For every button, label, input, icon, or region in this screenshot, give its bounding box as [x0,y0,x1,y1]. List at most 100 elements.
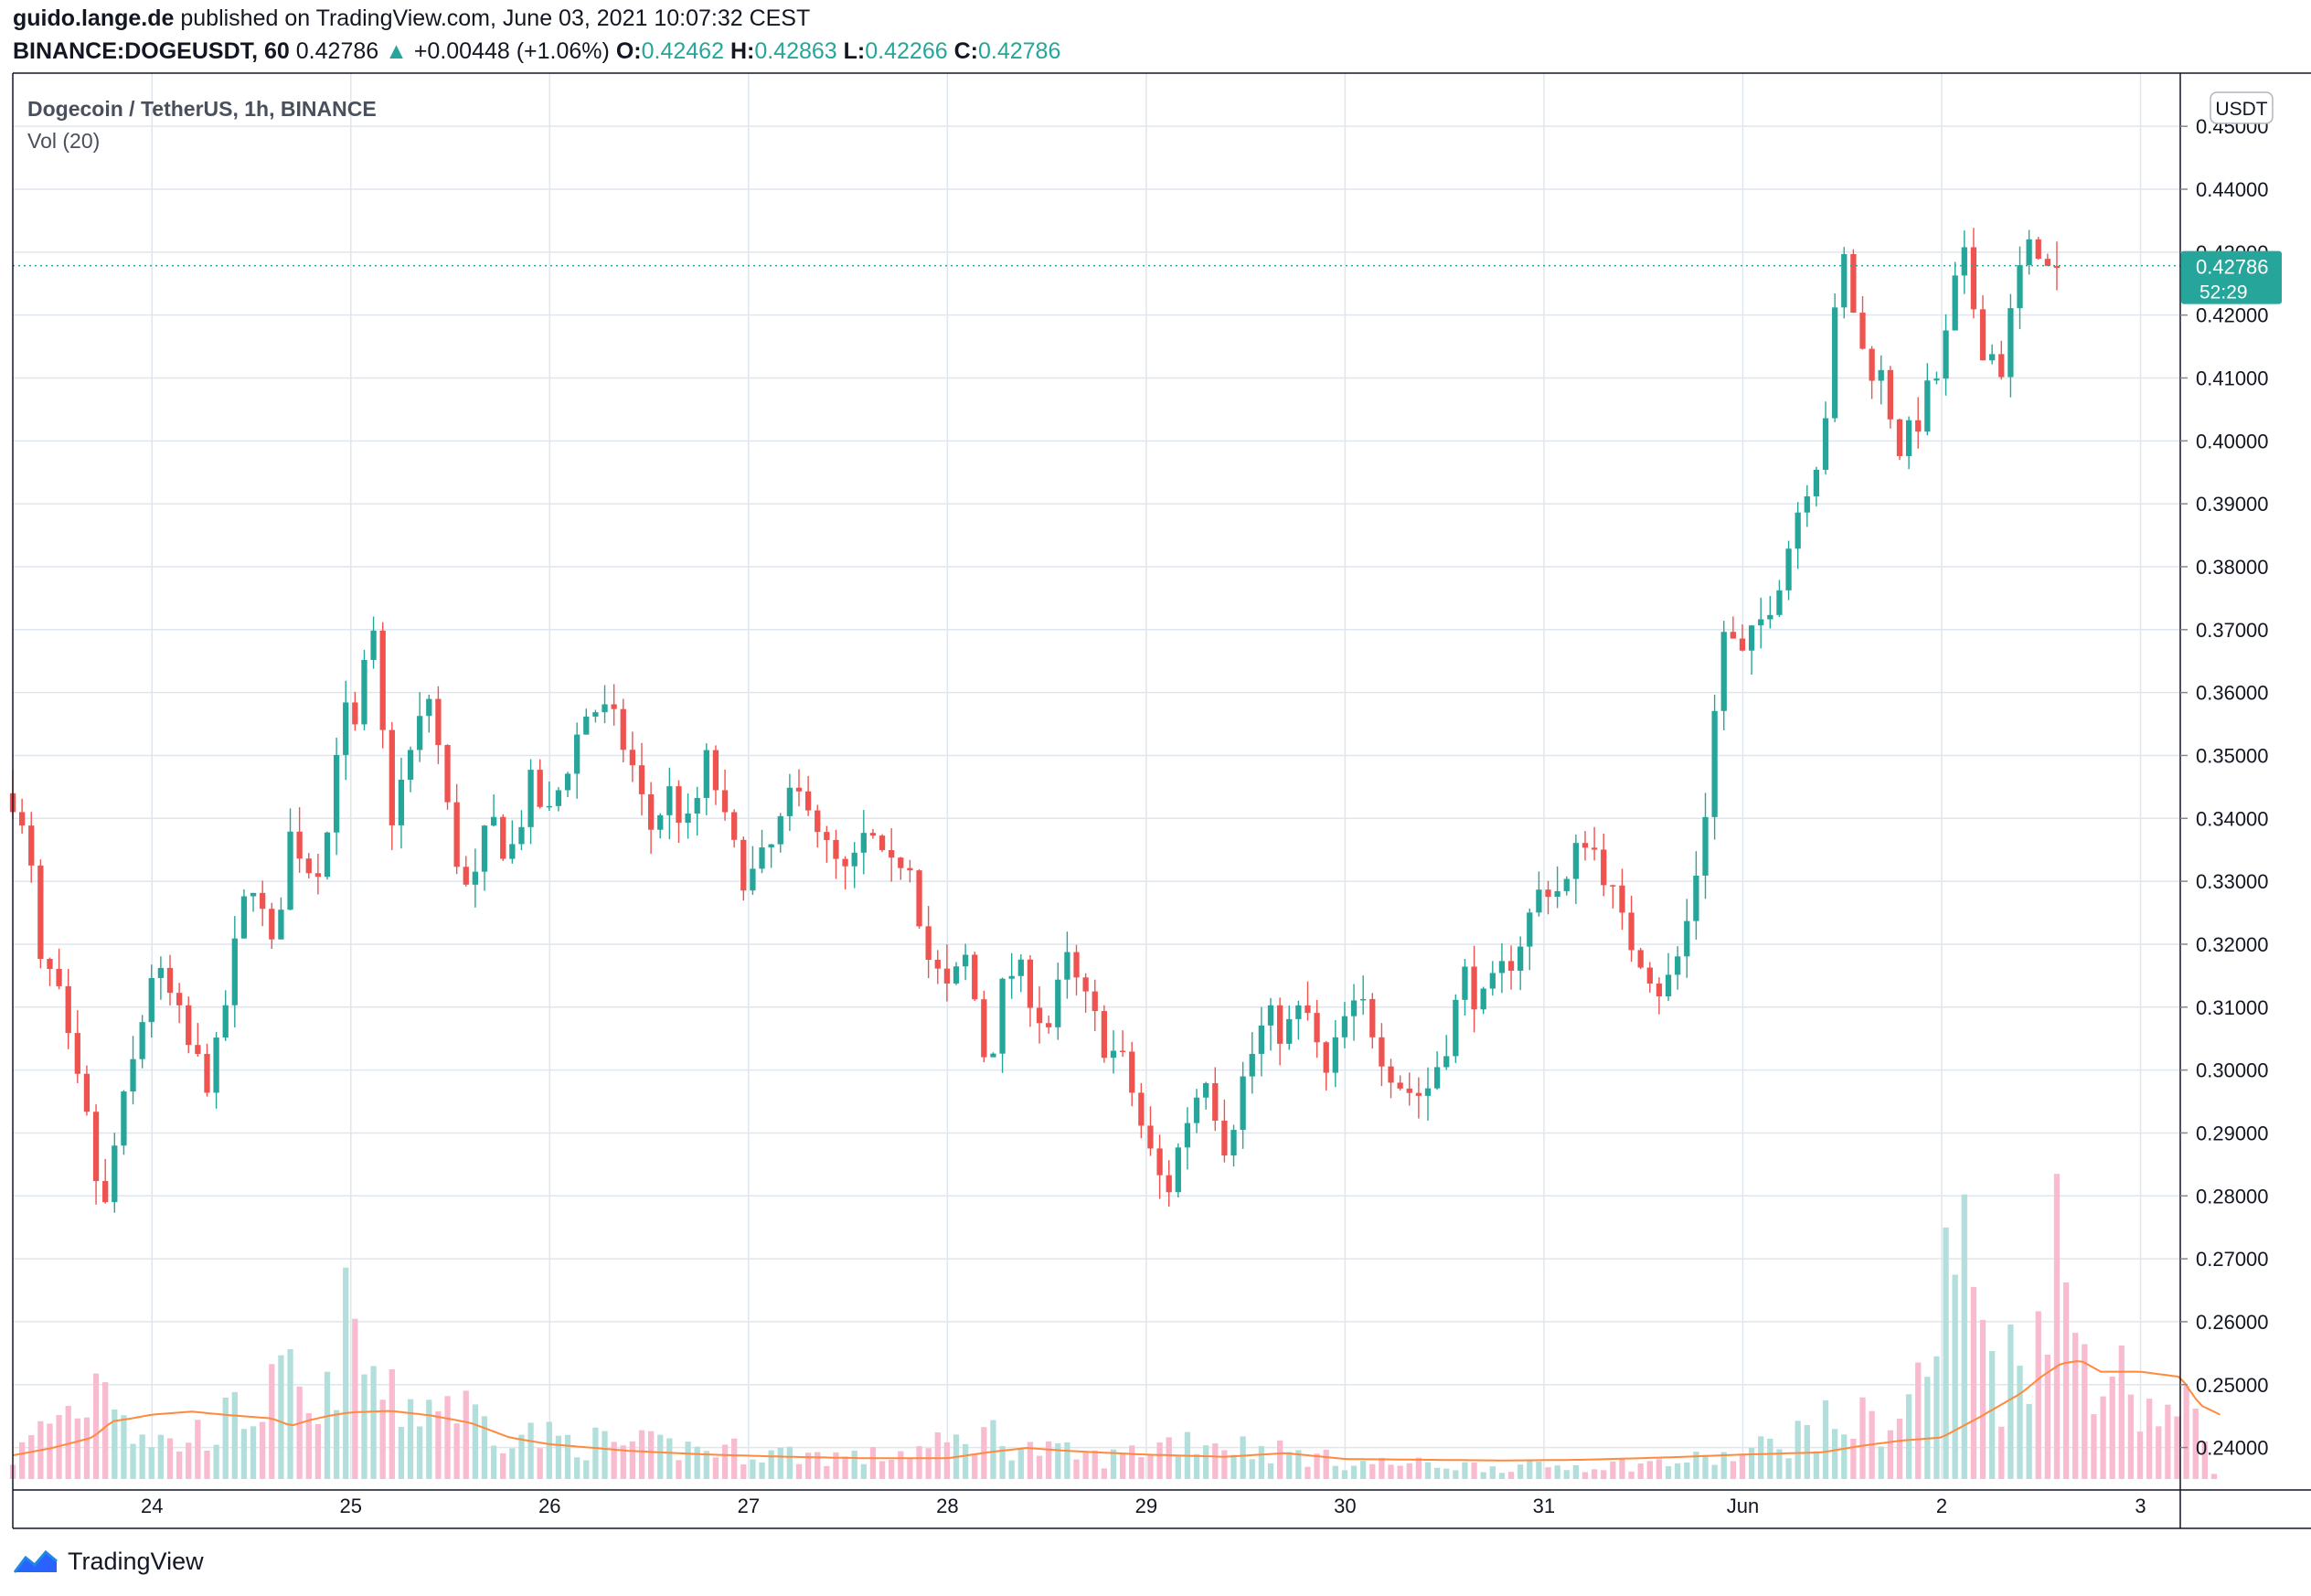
volume-bar [102,1382,109,1479]
volume-bar [1258,1445,1265,1479]
volume-bar [1193,1453,1200,1479]
volume-bar [112,1409,118,1479]
volume-bar [851,1450,857,1479]
candle-body [934,960,941,969]
volume-bar [1110,1449,1117,1479]
volume-bar [1203,1445,1209,1479]
candle-body [1008,975,1015,979]
volume-bar [2091,1414,2097,1479]
volume-bar [352,1318,358,1479]
candle-body [1230,1130,1237,1156]
volume-bar [1628,1471,1635,1479]
volume-bar [1905,1394,1912,1479]
candle-body [1175,1147,1181,1193]
time-tick-label: 28 [936,1495,958,1517]
candle-body [676,786,682,824]
candle-body [370,630,377,660]
candle-body [435,698,442,746]
candle-body [1212,1082,1219,1122]
candle-body [287,831,293,910]
candle-body [564,773,571,791]
candle-body [583,716,590,735]
candle-body [860,833,867,853]
candle-body [1545,889,1551,898]
candle-body [1518,946,1524,971]
time-axis[interactable]: 24 25 26 27 28 29 30 31 Jun 2 3 [141,1495,2146,1517]
volume-bar [1961,1194,1967,1479]
volume-bar [620,1445,626,1479]
candle-body [18,812,26,826]
candle-body [1092,991,1098,1012]
volume-bar [1776,1449,1783,1479]
price-tick-label: 0.37000 [2196,619,2269,642]
volume-bar [407,1399,414,1479]
tradingview-brand: TradingView [68,1547,204,1575]
chart-legend: Dogecoin / TetherUS, 1h, BINANCE Vol (20… [27,97,377,153]
candle-body [1785,548,1792,591]
volume-bar [1758,1436,1764,1479]
volume-bar [1119,1452,1126,1479]
candle-body [1036,1007,1043,1024]
candle-body [1443,1056,1450,1068]
candle-body [2017,265,2023,309]
candle-body [222,1005,229,1038]
candle-body [611,704,617,709]
price-tick-label: 0.24000 [2196,1437,2269,1460]
volume-bar [426,1399,432,1479]
volume-bar [130,1443,136,1479]
price-tick-label: 0.36000 [2196,682,2269,705]
tradingview-logo[interactable]: TradingView [13,1547,204,1576]
price-axis[interactable]: 0.24000 0.25000 0.26000 0.27000 0.28000 0.290… [2180,91,2282,1460]
candle-body [815,810,821,833]
volume-bar [1240,1436,1246,1479]
volume-bar [676,1460,682,1479]
volume-bar [1462,1462,1468,1479]
candle-body [2026,239,2032,266]
candle-body [916,870,922,927]
candle-body [1563,878,1570,891]
candle-body [260,892,266,910]
volume-bar [1924,1377,1931,1479]
volume-bar [768,1450,774,1479]
candle-body [1379,1037,1385,1067]
candle-body [1055,979,1061,1027]
volume-bar [740,1464,747,1479]
volume-bar [898,1451,904,1479]
volume-bar [186,1442,192,1479]
time-tick-label: 29 [1135,1495,1157,1517]
time-tick-label: 24 [141,1495,163,1517]
candle-body [1628,912,1635,951]
volume-bar [2062,1282,2070,1479]
candle-body [157,967,165,978]
volume-bar [1527,1460,1533,1479]
volume-bar [647,1431,655,1479]
volume-bar [2072,1333,2079,1479]
candle-body [37,865,44,960]
price-tick-label: 0.26000 [2196,1311,2269,1334]
candle-body [1498,961,1506,974]
candle-body [1147,1125,1154,1149]
volume-bar [2044,1354,2050,1479]
volume-bar [74,1418,80,1479]
volume-bar [1360,1461,1367,1479]
candle-body [1471,966,1477,1010]
candle-body [1859,313,1866,349]
volume-bar [1518,1464,1524,1479]
volume-bar [1998,1426,2005,1479]
candle-body [647,793,655,830]
candle-body [851,852,857,867]
volume-bar [1581,1472,1589,1479]
volume-bar [1314,1453,1320,1479]
volume-bar [1397,1465,1403,1479]
volume-bar [121,1415,127,1479]
volume-bar [157,1434,165,1479]
volume-bar [1943,1227,1949,1479]
volume-bar [2174,1416,2180,1479]
volume-bar [629,1441,636,1479]
author-name[interactable]: guido.lange.de [13,5,175,31]
volume-bar [759,1462,765,1479]
volume-bar [1082,1452,1089,1479]
volume-bar [1767,1438,1773,1479]
volume-bar [611,1442,617,1479]
